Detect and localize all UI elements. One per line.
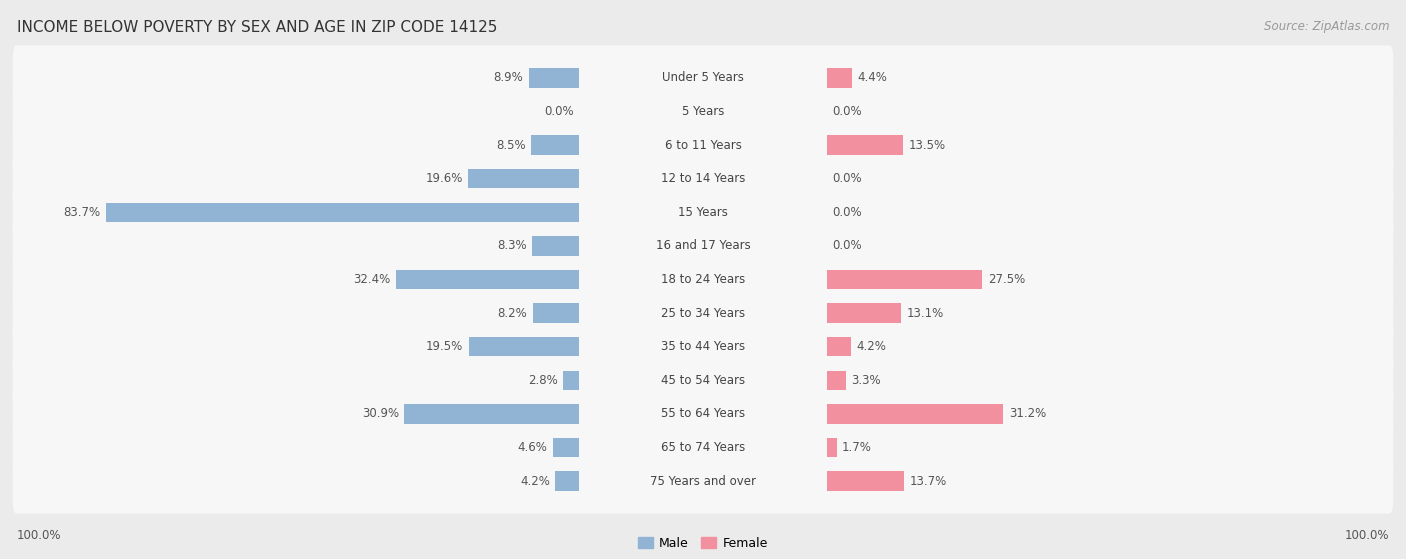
FancyBboxPatch shape	[13, 79, 1393, 144]
Bar	[396, 270, 579, 289]
Bar	[827, 68, 852, 88]
Text: 3.3%: 3.3%	[851, 374, 880, 387]
Text: 13.7%: 13.7%	[910, 475, 948, 488]
Text: 4.2%: 4.2%	[520, 475, 550, 488]
FancyBboxPatch shape	[13, 146, 1393, 211]
Bar	[827, 270, 983, 289]
Text: 0.0%: 0.0%	[832, 105, 862, 118]
Text: 5 Years: 5 Years	[682, 105, 724, 118]
Bar	[553, 438, 579, 457]
Bar	[405, 404, 579, 424]
Text: 31.2%: 31.2%	[1008, 408, 1046, 420]
Text: 13.1%: 13.1%	[907, 307, 943, 320]
Bar	[827, 471, 904, 491]
Text: 12 to 14 Years: 12 to 14 Years	[661, 172, 745, 185]
Text: Source: ZipAtlas.com: Source: ZipAtlas.com	[1264, 20, 1389, 32]
Text: 30.9%: 30.9%	[361, 408, 399, 420]
Text: 65 to 74 Years: 65 to 74 Years	[661, 441, 745, 454]
Text: 8.3%: 8.3%	[496, 239, 527, 252]
Text: 25 to 34 Years: 25 to 34 Years	[661, 307, 745, 320]
FancyBboxPatch shape	[13, 281, 1393, 345]
Bar	[531, 236, 579, 255]
Bar	[468, 337, 579, 357]
Bar	[468, 169, 579, 188]
Text: 19.6%: 19.6%	[426, 172, 463, 185]
Text: 18 to 24 Years: 18 to 24 Years	[661, 273, 745, 286]
FancyBboxPatch shape	[13, 348, 1393, 413]
Text: 45 to 54 Years: 45 to 54 Years	[661, 374, 745, 387]
Bar	[827, 404, 1004, 424]
Text: 27.5%: 27.5%	[988, 273, 1025, 286]
FancyBboxPatch shape	[13, 449, 1393, 514]
Text: 0.0%: 0.0%	[544, 105, 574, 118]
FancyBboxPatch shape	[13, 247, 1393, 312]
Text: 6 to 11 Years: 6 to 11 Years	[665, 139, 741, 151]
Bar	[827, 304, 901, 323]
Text: INCOME BELOW POVERTY BY SEX AND AGE IN ZIP CODE 14125: INCOME BELOW POVERTY BY SEX AND AGE IN Z…	[17, 20, 498, 35]
Text: 83.7%: 83.7%	[63, 206, 101, 219]
Text: 15 Years: 15 Years	[678, 206, 728, 219]
Text: 0.0%: 0.0%	[832, 206, 862, 219]
Bar	[529, 68, 579, 88]
Text: 1.7%: 1.7%	[842, 441, 872, 454]
FancyBboxPatch shape	[13, 214, 1393, 278]
FancyBboxPatch shape	[13, 113, 1393, 177]
FancyBboxPatch shape	[13, 415, 1393, 480]
Text: 16 and 17 Years: 16 and 17 Years	[655, 239, 751, 252]
Bar	[827, 135, 903, 155]
Text: 35 to 44 Years: 35 to 44 Years	[661, 340, 745, 353]
Text: Under 5 Years: Under 5 Years	[662, 71, 744, 84]
Bar	[531, 135, 579, 155]
Text: 19.5%: 19.5%	[426, 340, 464, 353]
Text: 32.4%: 32.4%	[353, 273, 391, 286]
Text: 0.0%: 0.0%	[832, 172, 862, 185]
Text: 55 to 64 Years: 55 to 64 Years	[661, 408, 745, 420]
Text: 8.9%: 8.9%	[494, 71, 523, 84]
Bar	[105, 202, 579, 222]
Text: 100.0%: 100.0%	[1344, 529, 1389, 542]
Text: 75 Years and over: 75 Years and over	[650, 475, 756, 488]
Text: 4.4%: 4.4%	[858, 71, 887, 84]
FancyBboxPatch shape	[13, 180, 1393, 244]
Text: 0.0%: 0.0%	[832, 239, 862, 252]
Legend: Male, Female: Male, Female	[633, 532, 773, 555]
FancyBboxPatch shape	[13, 382, 1393, 446]
Text: 2.8%: 2.8%	[527, 374, 558, 387]
Bar	[827, 371, 845, 390]
Bar	[564, 371, 579, 390]
Text: 8.2%: 8.2%	[498, 307, 527, 320]
Bar	[533, 304, 579, 323]
FancyBboxPatch shape	[13, 45, 1393, 110]
FancyBboxPatch shape	[13, 315, 1393, 379]
Text: 13.5%: 13.5%	[908, 139, 946, 151]
Bar	[827, 438, 837, 457]
Text: 4.2%: 4.2%	[856, 340, 886, 353]
Text: 8.5%: 8.5%	[496, 139, 526, 151]
Text: 4.6%: 4.6%	[517, 441, 547, 454]
Bar	[555, 471, 579, 491]
Bar	[827, 337, 851, 357]
Text: 100.0%: 100.0%	[17, 529, 62, 542]
